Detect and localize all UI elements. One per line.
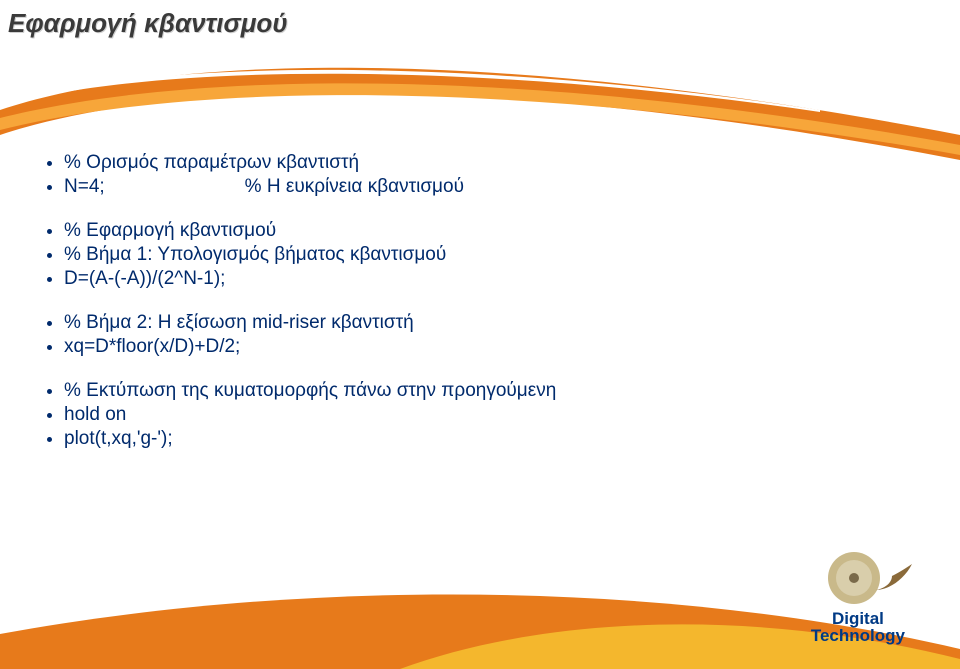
slide-title: Εφαρμογή κβαντισμού [8,8,288,39]
bullet-item [64,292,556,310]
logo: Digital Technology [811,546,905,644]
bullet-item [64,360,556,378]
bullet-item: D=(A-(-A))/(2^N-1); [64,268,556,290]
bullet-item: % Ορισμός παραμέτρων κβαντιστή [64,152,556,174]
bullet-item [64,200,556,218]
logo-text-line2: Technology [811,627,905,644]
bullet-item: plot(t,xq,'g-'); [64,428,556,450]
disc-center [849,573,859,583]
swoosh-line-white [0,70,820,112]
decorative-swoosh-top [0,40,960,160]
swoosh-band-light [0,83,960,155]
bullet-item: N=4; % Η ευκρίνεια κβαντισμού [64,176,556,198]
content-area: % Ορισμός παραμέτρων κβαντιστήN=4; % Η ευ… [40,150,556,452]
bullet-text-left: N=4; [64,176,105,198]
bullet-list: % Ορισμός παραμέτρων κβαντιστήN=4; % Η ευ… [40,152,556,450]
phonograph-horn-icon [876,564,912,590]
logo-text-line1: Digital [811,610,905,627]
bullet-item: % Βήμα 2: Η εξίσωση mid-riser κβαντιστή [64,312,556,334]
bullet-item: % Εκτύπωση της κυματομορφής πάνω στην πρ… [64,380,556,402]
slide: Εφαρμογή κβαντισμού % Ορισμός παραμέτρων… [0,0,960,669]
bullet-item: % Εφαρμογή κβαντισμού [64,220,556,242]
bullet-item: hold on [64,404,556,426]
bullet-text-right: % Η ευκρίνεια κβαντισμού [245,176,464,198]
swoosh-band-dark [0,68,960,160]
logo-graphic [826,546,890,610]
bullet-item: xq=D*floor(x/D)+D/2; [64,336,556,358]
bullet-item: % Βήμα 1: Υπολογισμός βήματος κβαντισμού [64,244,556,266]
